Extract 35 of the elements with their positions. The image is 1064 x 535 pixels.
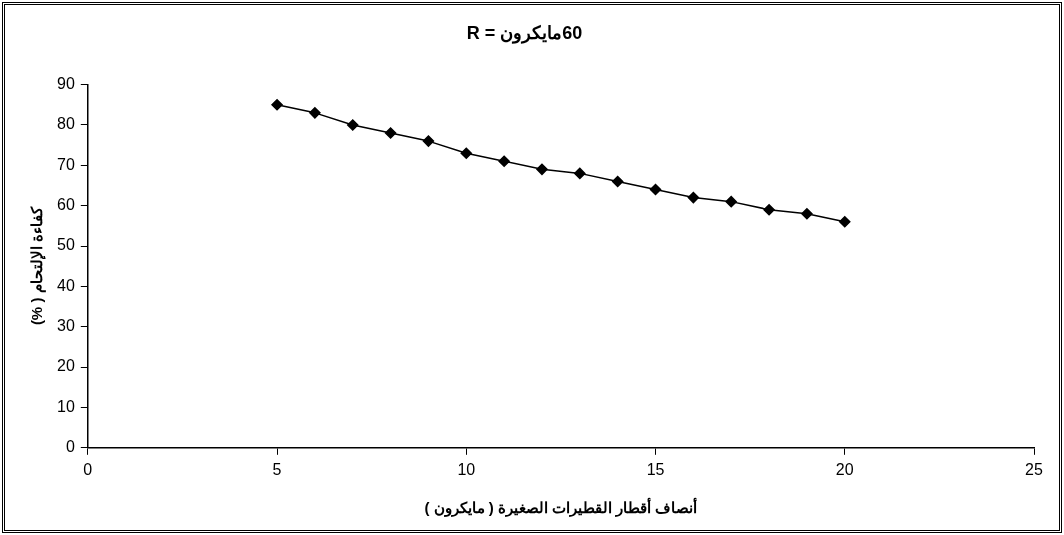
point	[498, 155, 510, 168]
y-tick-label: 20	[57, 357, 75, 375]
y-tick-label: 90	[57, 75, 75, 93]
point	[422, 135, 435, 147]
y-tick-label: 30	[57, 317, 75, 335]
point	[460, 147, 473, 159]
y-tick-label: 80	[57, 115, 75, 133]
point	[649, 183, 662, 196]
y-tick-label: 10	[57, 397, 75, 415]
point	[839, 216, 851, 228]
point	[611, 175, 624, 188]
x-tick-label: 15	[646, 460, 665, 478]
point	[309, 107, 321, 119]
y-tick-label: 0	[65, 438, 75, 456]
y-tick-label: 60	[57, 196, 75, 214]
point	[763, 203, 775, 216]
x-tick-label: 10	[457, 460, 476, 478]
y-tick-label: 40	[57, 276, 75, 294]
chart-title: 60مايكرون = R	[466, 22, 583, 44]
point	[271, 99, 283, 111]
point	[725, 195, 737, 208]
x-tick-label: 20	[835, 460, 854, 478]
x-tick-label: 5	[272, 460, 282, 478]
x-axis-title: أنصاف أقطار القطيرات الصغيرة ( مايكرون )	[424, 497, 698, 518]
point	[346, 119, 359, 131]
y-tick-label: 70	[57, 155, 75, 173]
point	[801, 207, 813, 220]
y-axis-title: كفاءة الإلتحام ( %)	[28, 206, 47, 326]
point	[687, 191, 700, 204]
x-tick-label: 0	[83, 460, 93, 478]
x-tick-label: 25	[1025, 460, 1043, 478]
point	[536, 163, 548, 176]
point	[384, 127, 397, 139]
y-tick-label: 50	[57, 236, 75, 254]
point	[574, 167, 586, 180]
